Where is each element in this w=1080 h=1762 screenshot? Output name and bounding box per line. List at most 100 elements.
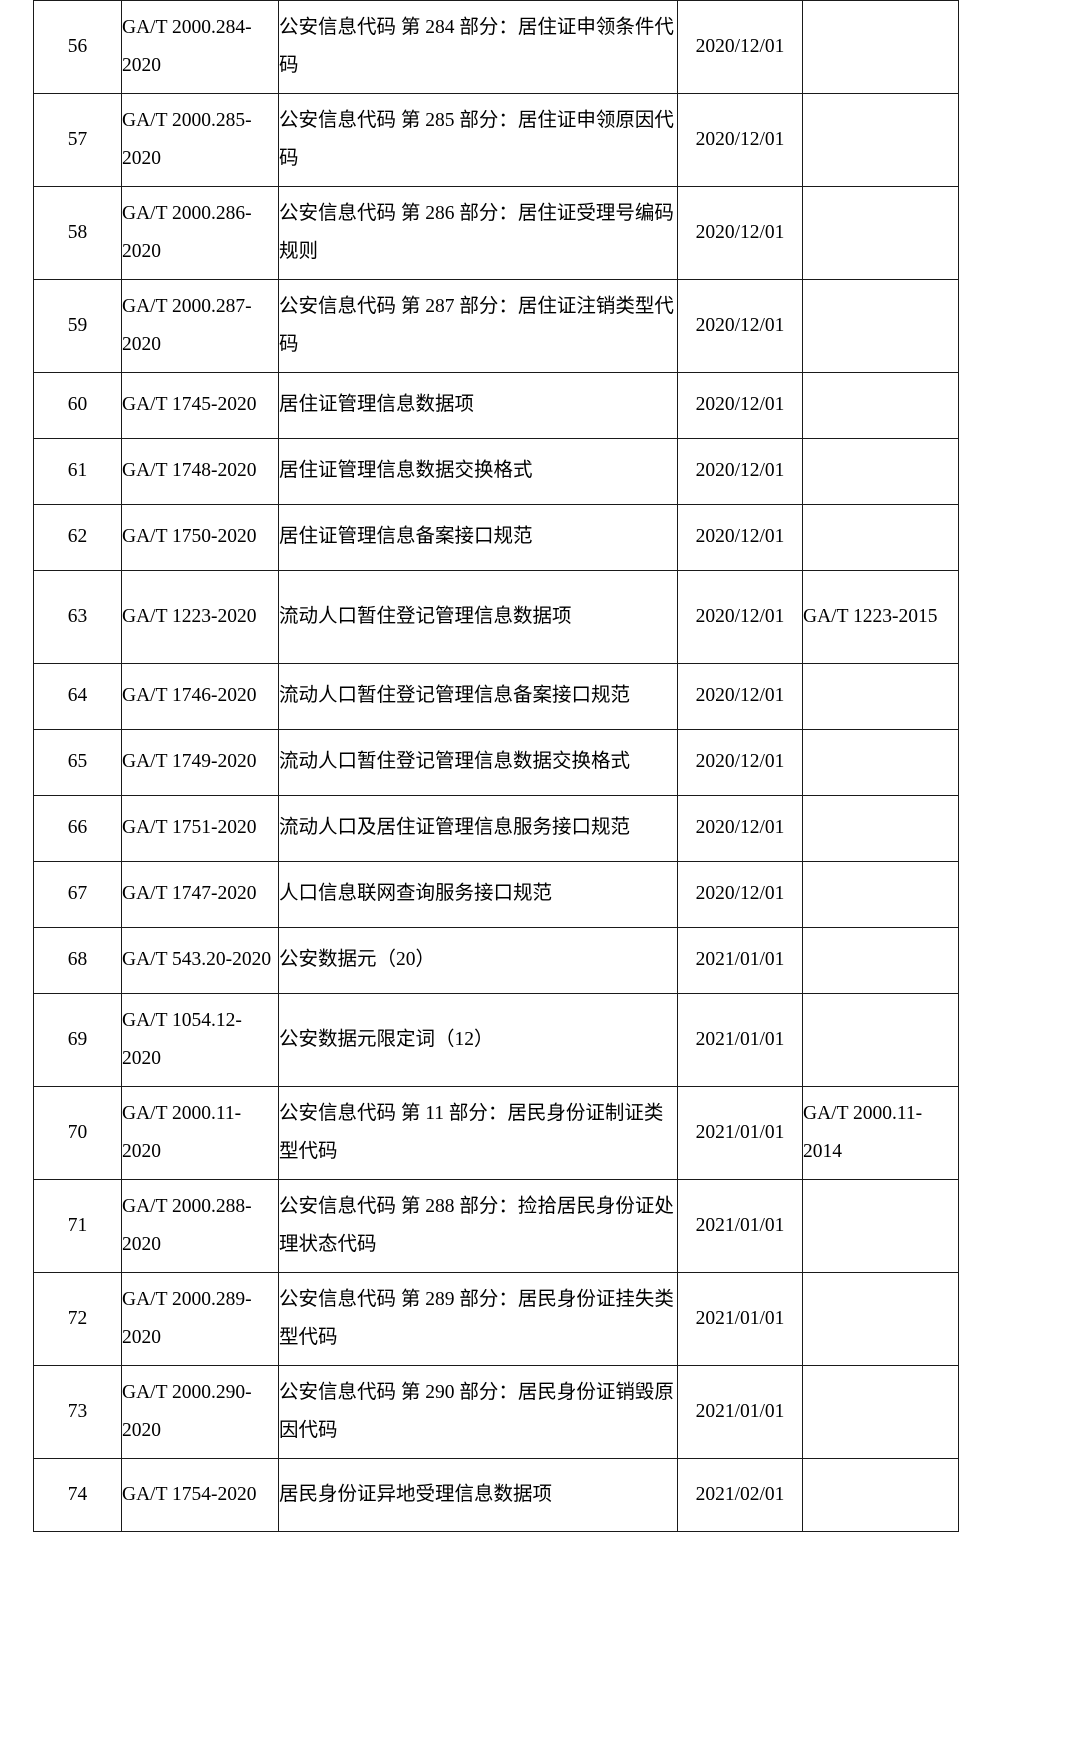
- replaced-standard: [802, 93, 959, 187]
- replaced-standard: GA/T 1223-2015: [802, 570, 959, 664]
- row-number: 65: [33, 729, 122, 796]
- row-number: 56: [33, 0, 122, 94]
- standard-name: 居住证管理信息数据交换格式: [278, 438, 678, 505]
- table-row: 56 GA/T 2000.284-2020 公安信息代码 第 284 部分：居住…: [33, 0, 959, 94]
- table-row: 66 GA/T 1751-2020 流动人口及居住证管理信息服务接口规范 202…: [33, 795, 959, 862]
- effective-date: 2020/12/01: [677, 570, 803, 664]
- table-row: 65 GA/T 1749-2020 流动人口暂住登记管理信息数据交换格式 202…: [33, 729, 959, 796]
- standard-code: GA/T 1746-2020: [121, 663, 279, 730]
- effective-date: 2020/12/01: [677, 186, 803, 280]
- table-row: 71 GA/T 2000.288-2020 公安信息代码 第 288 部分：捡拾…: [33, 1179, 959, 1273]
- row-number: 61: [33, 438, 122, 505]
- effective-date: 2020/12/01: [677, 504, 803, 571]
- standard-code: GA/T 2000.288-2020: [121, 1179, 279, 1273]
- row-number: 74: [33, 1458, 122, 1532]
- standard-code: GA/T 2000.287-2020: [121, 279, 279, 373]
- row-number: 57: [33, 93, 122, 187]
- standard-name: 公安信息代码 第 289 部分：居民身份证挂失类型代码: [278, 1272, 678, 1366]
- replaced-standard: [802, 0, 959, 94]
- row-number: 73: [33, 1365, 122, 1459]
- row-number: 70: [33, 1086, 122, 1180]
- effective-date: 2020/12/01: [677, 861, 803, 928]
- standard-code: GA/T 1223-2020: [121, 570, 279, 664]
- standard-name: 公安数据元（20）: [278, 927, 678, 994]
- standard-code: GA/T 1054.12-2020: [121, 993, 279, 1087]
- replaced-standard: [802, 186, 959, 280]
- standard-name: 流动人口暂住登记管理信息备案接口规范: [278, 663, 678, 730]
- standard-name: 公安信息代码 第 287 部分：居住证注销类型代码: [278, 279, 678, 373]
- table-row: 70 GA/T 2000.11-2020 公安信息代码 第 11 部分：居民身份…: [33, 1086, 959, 1180]
- standard-code: GA/T 1751-2020: [121, 795, 279, 862]
- replaced-standard: [802, 993, 959, 1087]
- standard-name: 居民身份证异地受理信息数据项: [278, 1458, 678, 1532]
- standard-code: GA/T 2000.285-2020: [121, 93, 279, 187]
- effective-date: 2020/12/01: [677, 663, 803, 730]
- standard-code: GA/T 2000.290-2020: [121, 1365, 279, 1459]
- row-number: 67: [33, 861, 122, 928]
- replaced-standard: [802, 279, 959, 373]
- row-number: 60: [33, 372, 122, 439]
- row-number: 68: [33, 927, 122, 994]
- effective-date: 2021/01/01: [677, 1086, 803, 1180]
- standard-name: 流动人口暂住登记管理信息数据项: [278, 570, 678, 664]
- standards-table-body: 56 GA/T 2000.284-2020 公安信息代码 第 284 部分：居住…: [33, 0, 959, 1532]
- effective-date: 2020/12/01: [677, 93, 803, 187]
- replaced-standard: [802, 1272, 959, 1366]
- standard-code: GA/T 1745-2020: [121, 372, 279, 439]
- row-number: 64: [33, 663, 122, 730]
- table-row: 73 GA/T 2000.290-2020 公安信息代码 第 290 部分：居民…: [33, 1365, 959, 1459]
- row-number: 58: [33, 186, 122, 280]
- standard-code: GA/T 2000.289-2020: [121, 1272, 279, 1366]
- effective-date: 2021/01/01: [677, 1272, 803, 1366]
- replaced-standard: [802, 438, 959, 505]
- standard-name: 公安信息代码 第 284 部分：居住证申领条件代码: [278, 0, 678, 94]
- row-number: 72: [33, 1272, 122, 1366]
- table-row: 62 GA/T 1750-2020 居住证管理信息备案接口规范 2020/12/…: [33, 504, 959, 571]
- row-number: 66: [33, 795, 122, 862]
- table-row: 67 GA/T 1747-2020 人口信息联网查询服务接口规范 2020/12…: [33, 861, 959, 928]
- table-row: 72 GA/T 2000.289-2020 公安信息代码 第 289 部分：居民…: [33, 1272, 959, 1366]
- replaced-standard: [802, 372, 959, 439]
- effective-date: 2021/01/01: [677, 1365, 803, 1459]
- standard-code: GA/T 1750-2020: [121, 504, 279, 571]
- effective-date: 2020/12/01: [677, 279, 803, 373]
- table-row: 68 GA/T 543.20-2020 公安数据元（20） 2021/01/01: [33, 927, 959, 994]
- effective-date: 2020/12/01: [677, 0, 803, 94]
- table-row: 63 GA/T 1223-2020 流动人口暂住登记管理信息数据项 2020/1…: [33, 570, 959, 664]
- table-row: 64 GA/T 1746-2020 流动人口暂住登记管理信息备案接口规范 202…: [33, 663, 959, 730]
- standard-name: 流动人口暂住登记管理信息数据交换格式: [278, 729, 678, 796]
- standard-code: GA/T 543.20-2020: [121, 927, 279, 994]
- standard-code: GA/T 2000.284-2020: [121, 0, 279, 94]
- effective-date: 2021/01/01: [677, 993, 803, 1087]
- effective-date: 2021/02/01: [677, 1458, 803, 1532]
- effective-date: 2020/12/01: [677, 372, 803, 439]
- replaced-standard: [802, 663, 959, 730]
- standard-code: GA/T 1748-2020: [121, 438, 279, 505]
- table-row: 57 GA/T 2000.285-2020 公安信息代码 第 285 部分：居住…: [33, 93, 959, 187]
- replaced-standard: [802, 927, 959, 994]
- standard-code: GA/T 1747-2020: [121, 861, 279, 928]
- table-row: 58 GA/T 2000.286-2020 公安信息代码 第 286 部分：居住…: [33, 186, 959, 280]
- row-number: 71: [33, 1179, 122, 1273]
- standard-code: GA/T 2000.11-2020: [121, 1086, 279, 1180]
- replaced-standard: [802, 1458, 959, 1532]
- standard-name: 流动人口及居住证管理信息服务接口规范: [278, 795, 678, 862]
- table-row: 61 GA/T 1748-2020 居住证管理信息数据交换格式 2020/12/…: [33, 438, 959, 505]
- standard-name: 居住证管理信息数据项: [278, 372, 678, 439]
- effective-date: 2020/12/01: [677, 729, 803, 796]
- standard-name: 公安信息代码 第 288 部分：捡拾居民身份证处理状态代码: [278, 1179, 678, 1273]
- effective-date: 2020/12/01: [677, 795, 803, 862]
- standard-name: 居住证管理信息备案接口规范: [278, 504, 678, 571]
- replaced-standard: [802, 795, 959, 862]
- table-row: 59 GA/T 2000.287-2020 公安信息代码 第 287 部分：居住…: [33, 279, 959, 373]
- replaced-standard: [802, 504, 959, 571]
- standard-name: 公安信息代码 第 286 部分：居住证受理号编码规则: [278, 186, 678, 280]
- standard-code: GA/T 1749-2020: [121, 729, 279, 796]
- standard-name: 公安信息代码 第 290 部分：居民身份证销毁原因代码: [278, 1365, 678, 1459]
- standard-name: 公安信息代码 第 11 部分：居民身份证制证类型代码: [278, 1086, 678, 1180]
- replaced-standard: [802, 1365, 959, 1459]
- table-row: 60 GA/T 1745-2020 居住证管理信息数据项 2020/12/01: [33, 372, 959, 439]
- row-number: 63: [33, 570, 122, 664]
- effective-date: 2020/12/01: [677, 438, 803, 505]
